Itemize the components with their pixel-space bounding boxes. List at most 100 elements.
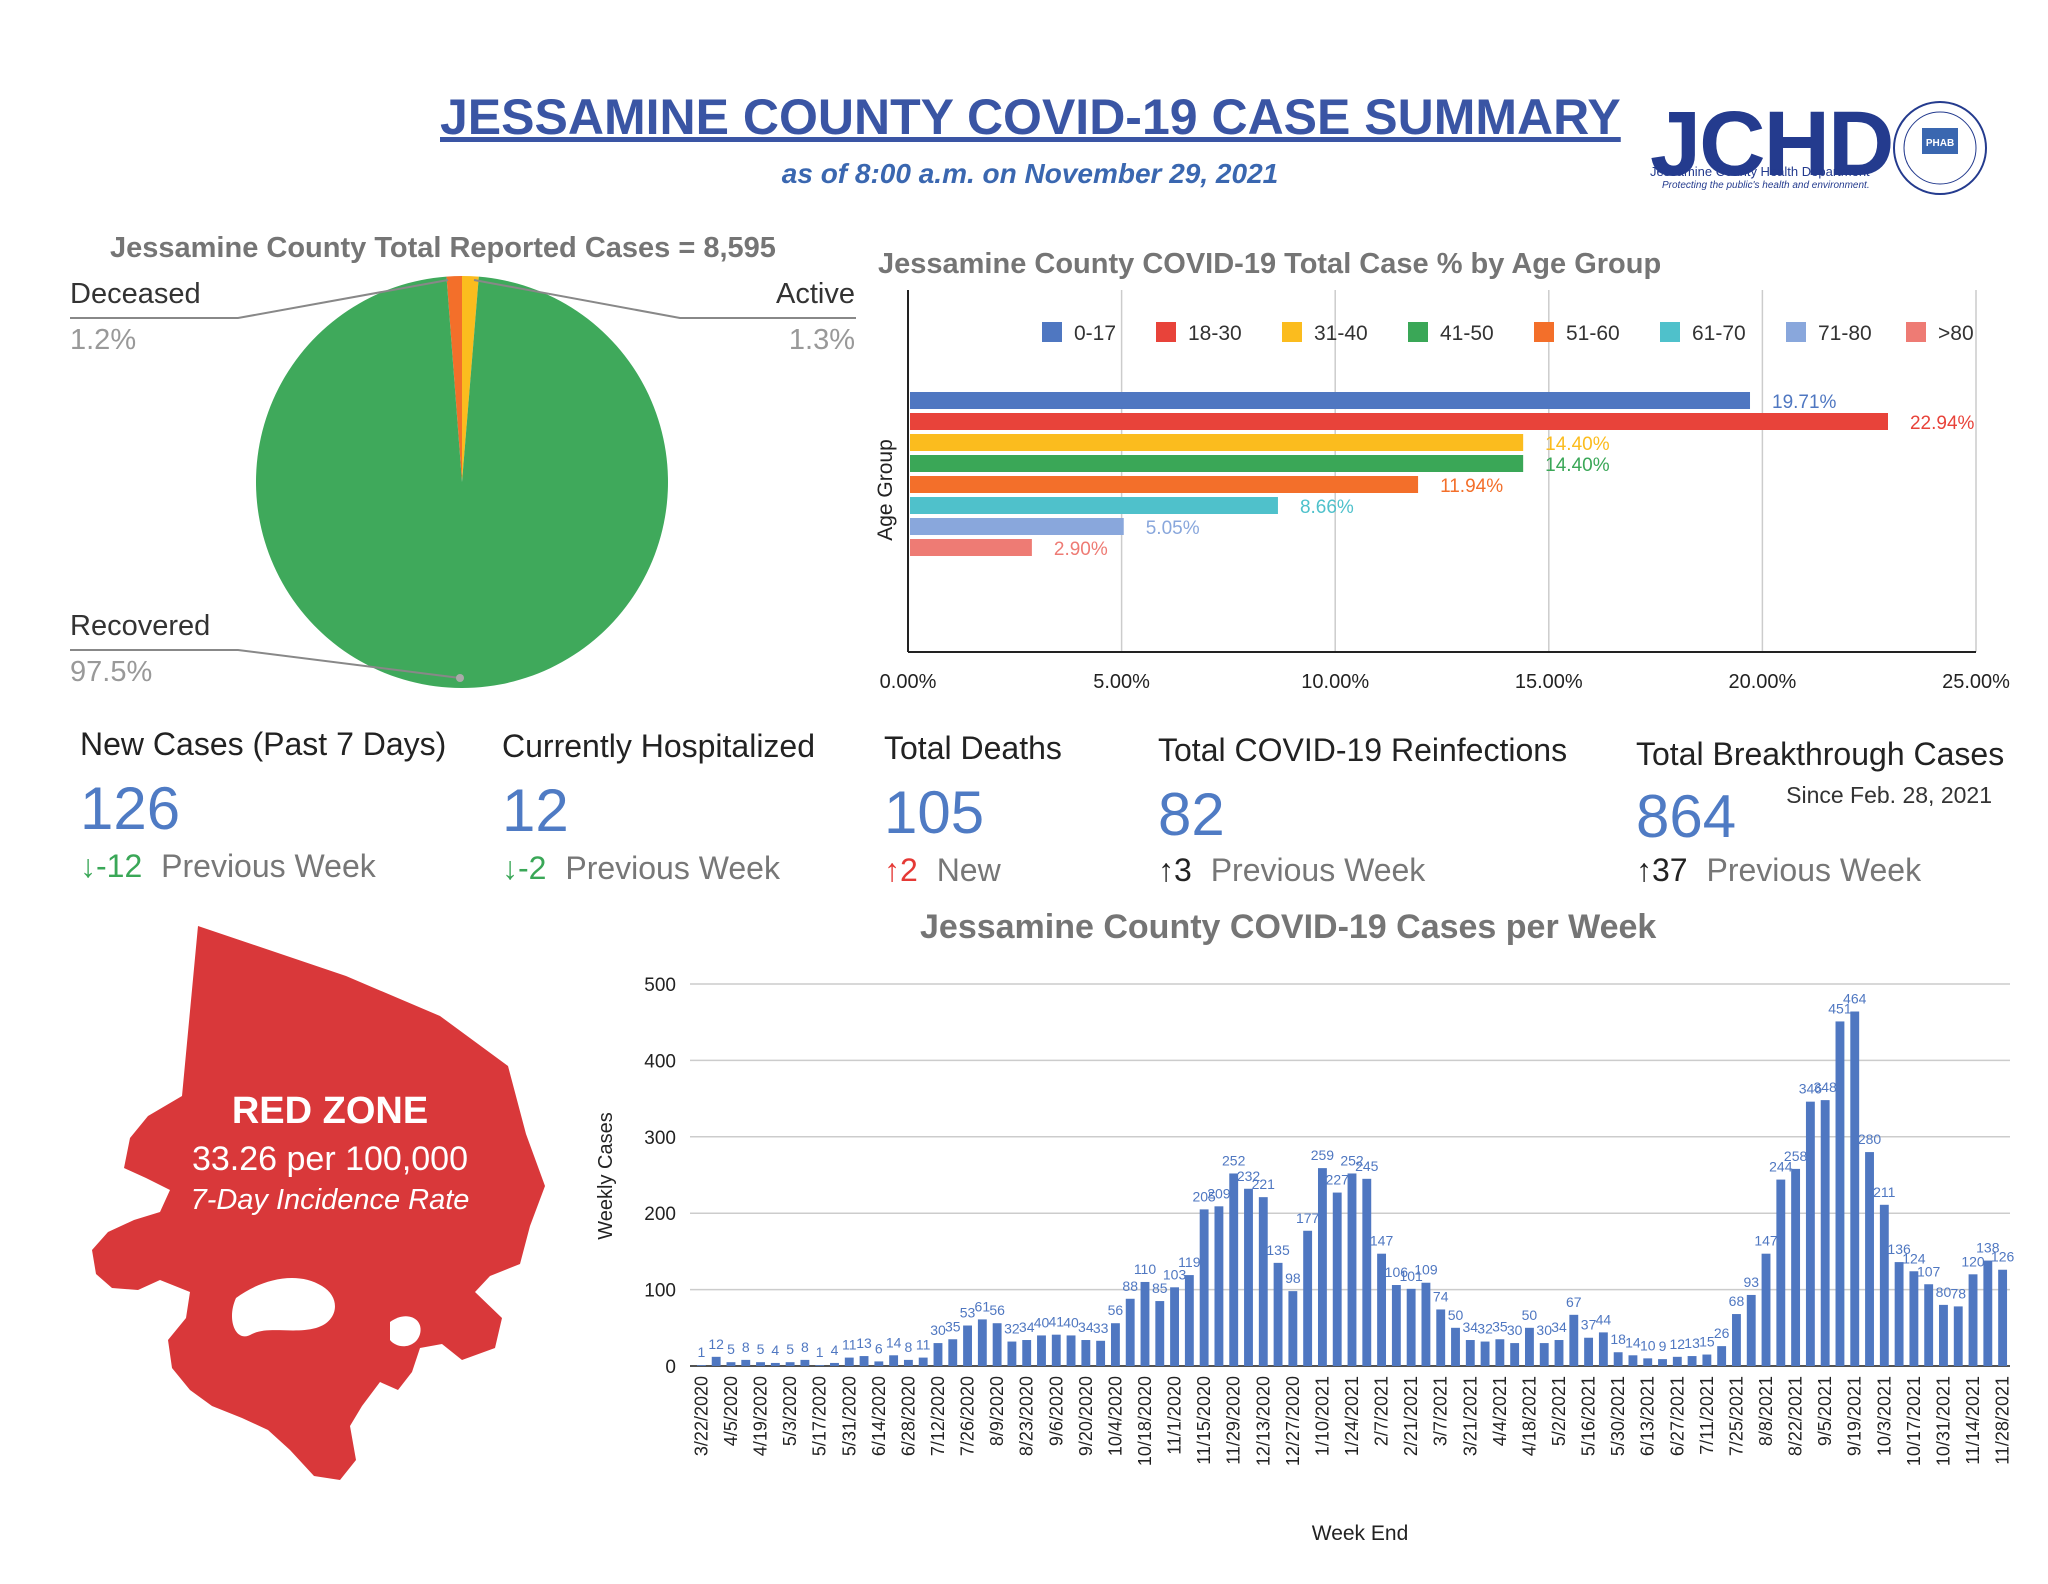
weekly-bar-label: 85 bbox=[1152, 1280, 1168, 1296]
weekly-bar-label: 78 bbox=[1950, 1285, 1966, 1301]
weekly-bar-label: 244 bbox=[1769, 1159, 1793, 1175]
weekly-x-tick: 9/6/2020 bbox=[1046, 1376, 1066, 1446]
age-group-chart: 0.00% 5.00% 10.00% 15.00% 20.00% 25.00% Age Gr… bbox=[874, 290, 2010, 693]
weekly-bar-label: 348 bbox=[1813, 1079, 1837, 1095]
pie-label-active: Active bbox=[776, 278, 855, 310]
weekly-bar bbox=[1022, 1340, 1032, 1366]
zone-caption: 7-Day Incidence Rate bbox=[190, 1184, 470, 1216]
age-y-label: Age Group bbox=[874, 439, 897, 541]
weekly-x-label: Week End bbox=[1312, 1522, 1409, 1545]
age-bar-18-30 bbox=[910, 413, 1888, 430]
weekly-bar-label: 30 bbox=[1507, 1322, 1523, 1338]
weekly-bar bbox=[1717, 1346, 1727, 1366]
breakthrough-note: Previous Week bbox=[1706, 852, 1922, 888]
weekly-bar bbox=[1850, 1011, 1860, 1366]
weekly-bar bbox=[1288, 1291, 1298, 1366]
weekly-bar bbox=[933, 1343, 943, 1366]
weekly-x-tick: 3/21/2021 bbox=[1460, 1376, 1480, 1456]
weekly-bar-label: 211 bbox=[1873, 1184, 1896, 1200]
weekly-bar-label: 67 bbox=[1566, 1294, 1582, 1310]
age-bar-71-80 bbox=[910, 518, 1124, 535]
weekly-x-tick: 9/19/2021 bbox=[1845, 1376, 1865, 1456]
age-legend-swatch bbox=[1534, 322, 1554, 342]
page-subtitle: as of 8:00 a.m. on November 29, 2021 bbox=[781, 158, 1279, 189]
weekly-bar-label: 135 bbox=[1266, 1242, 1290, 1258]
weekly-bar-label: 451 bbox=[1828, 1000, 1852, 1016]
weekly-bar-label: 15 bbox=[1699, 1334, 1715, 1350]
age-legend-label: 71-80 bbox=[1818, 322, 1872, 345]
weekly-bar bbox=[1820, 1100, 1830, 1366]
weekly-bar bbox=[1273, 1262, 1283, 1366]
weekly-bar-label: 12 bbox=[1670, 1336, 1686, 1352]
reinfections-label: Total COVID-19 Reinfections bbox=[1158, 732, 1568, 768]
weekly-bar bbox=[1199, 1209, 1209, 1366]
age-bar-label: 11.94% bbox=[1440, 476, 1503, 497]
weekly-bar-label: 61 bbox=[975, 1298, 991, 1314]
pie-chart-title: Jessamine County Total Reported Cases = … bbox=[110, 232, 776, 264]
breakthrough-value: 864 bbox=[1636, 783, 1737, 850]
weekly-x-tick: 7/25/2021 bbox=[1726, 1376, 1746, 1456]
weekly-y-label: Weekly Cases bbox=[595, 1112, 617, 1239]
weekly-bar-label: 258 bbox=[1784, 1148, 1808, 1164]
age-bar-label: 14.40% bbox=[1545, 455, 1610, 476]
weekly-bar bbox=[1613, 1352, 1623, 1366]
weekly-x-tick: 7/11/2021 bbox=[1697, 1376, 1717, 1455]
weekly-bar-label: 227 bbox=[1326, 1172, 1350, 1188]
weekly-bar-label: 35 bbox=[1492, 1318, 1508, 1334]
weekly-bar bbox=[1436, 1309, 1446, 1366]
age-x-tick: 10.00% bbox=[1301, 671, 1369, 693]
weekly-x-tick: 12/13/2020 bbox=[1253, 1376, 1273, 1466]
age-bar-label: 5.05% bbox=[1146, 518, 1200, 539]
weekly-bar bbox=[711, 1356, 721, 1366]
leader-line-recovered bbox=[70, 649, 461, 679]
weekly-bar bbox=[1421, 1282, 1431, 1366]
pie-chart bbox=[70, 276, 856, 688]
weekly-bar bbox=[1805, 1101, 1815, 1366]
weekly-bar bbox=[1732, 1314, 1741, 1366]
weekly-bar-label: 101 bbox=[1399, 1268, 1423, 1284]
weekly-bar-label: 56 bbox=[989, 1302, 1005, 1318]
weekly-bar bbox=[1125, 1298, 1135, 1366]
weekly-bar bbox=[741, 1359, 751, 1366]
weekly-bar bbox=[1347, 1173, 1357, 1366]
weekly-x-tick: 6/14/2020 bbox=[869, 1376, 889, 1456]
pie-label-deceased: Deceased bbox=[70, 278, 201, 310]
weekly-bar-label: 18 bbox=[1610, 1331, 1626, 1347]
weekly-bar bbox=[1140, 1281, 1150, 1366]
weekly-x-tick: 10/3/2021 bbox=[1874, 1376, 1894, 1456]
weekly-y-tick: 0 bbox=[665, 1357, 676, 1378]
weekly-bar bbox=[726, 1362, 736, 1366]
county-map bbox=[92, 926, 545, 1480]
weekly-x-tick: 1/24/2021 bbox=[1342, 1376, 1362, 1456]
weekly-bar bbox=[696, 1365, 706, 1366]
weekly-bar-label: 205 bbox=[1192, 1188, 1216, 1204]
weekly-bar bbox=[1244, 1188, 1253, 1366]
weekly-bar bbox=[1155, 1301, 1165, 1366]
pie-pct-active: 1.3% bbox=[788, 324, 855, 356]
weekly-x-tick: 3/7/2021 bbox=[1431, 1376, 1451, 1446]
weekly-bar-label: 221 bbox=[1252, 1176, 1276, 1192]
weekly-bar bbox=[1598, 1332, 1608, 1366]
weekly-bar-label: 177 bbox=[1296, 1210, 1320, 1226]
zone-rate: 33.26 per 100,000 bbox=[191, 1140, 469, 1178]
weekly-y-tick: 400 bbox=[644, 1051, 676, 1072]
weekly-bar-label: 252 bbox=[1340, 1152, 1364, 1168]
weekly-bar bbox=[1658, 1359, 1667, 1366]
weekly-x-tick: 12/27/2020 bbox=[1283, 1376, 1303, 1466]
weekly-chart-title: Jessamine County COVID-19 Cases per Week bbox=[920, 908, 1657, 946]
arrow-down-icon: ↓ bbox=[502, 850, 518, 886]
weekly-bar-label: 6 bbox=[875, 1340, 883, 1356]
weekly-bar bbox=[1776, 1179, 1786, 1366]
arrow-down-icon: ↓ bbox=[80, 848, 96, 884]
weekly-x-tick: 7/12/2020 bbox=[928, 1376, 948, 1456]
weekly-bar-label: 93 bbox=[1743, 1274, 1759, 1290]
weekly-x-tick: 10/4/2020 bbox=[1105, 1376, 1125, 1456]
age-chart-title: Jessamine County COVID-19 Total Case % b… bbox=[878, 248, 1662, 280]
weekly-x-tick: 11/1/2020 bbox=[1165, 1376, 1185, 1455]
weekly-bar bbox=[1939, 1304, 1948, 1366]
jchd-logo: JCHD bbox=[1650, 93, 1894, 195]
weekly-x-tick: 10/18/2020 bbox=[1135, 1376, 1155, 1466]
weekly-bar-label: 5 bbox=[786, 1341, 794, 1357]
weekly-bar bbox=[1332, 1192, 1342, 1366]
pie-label-recovered: Recovered bbox=[70, 610, 211, 642]
